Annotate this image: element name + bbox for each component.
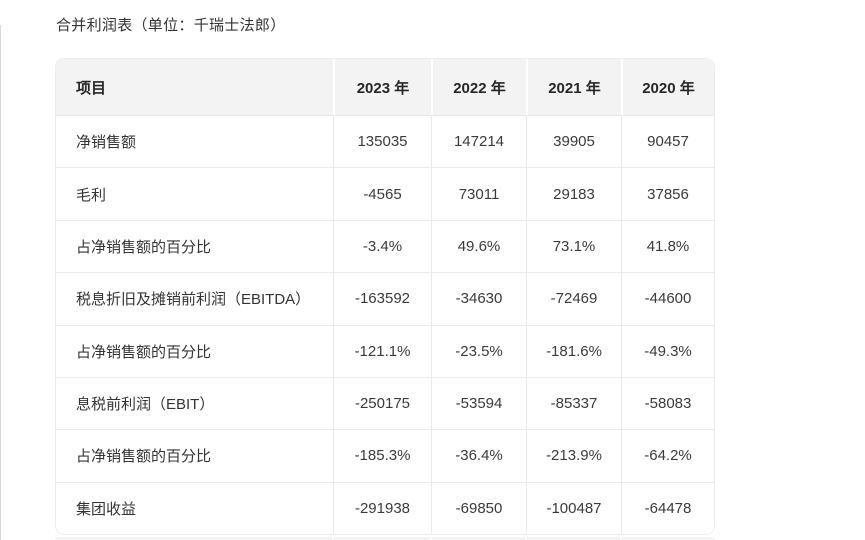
table-row: 毛利 -4565 73011 29183 37856	[56, 167, 714, 220]
sliver-segment	[525, 537, 620, 540]
cell-2023: -4565	[333, 168, 431, 220]
cell-2023: -185.3%	[333, 430, 431, 482]
cell-2022: -23.5%	[431, 325, 526, 377]
row-label: 税息折旧及摊销前利润（EBITDA）	[76, 291, 311, 309]
table-row: 占净销售额的百分比 -121.1% -23.5% -181.6% -49.3%	[56, 324, 714, 377]
cell-2020: -64478	[621, 482, 714, 534]
cell-2021: 73.1%	[526, 220, 621, 273]
cell-2022: -36.4%	[431, 430, 526, 482]
cell-2021: -85337	[526, 377, 621, 430]
table-row: 净销售额 135035 147214 39905 90457	[56, 115, 714, 168]
cell-2022: -53594	[431, 377, 526, 430]
row-label: 净销售额	[76, 134, 137, 152]
sliver-segment	[332, 537, 430, 540]
cell-2020: 90457	[621, 116, 714, 168]
row-label: 息税前利润（EBIT）	[76, 396, 215, 414]
column-header-2022: 2022 年	[431, 59, 526, 115]
cell-2022: -34630	[431, 273, 526, 325]
table-row: 占净销售额的百分比 -3.4% 49.6% 73.1% 41.8%	[56, 219, 714, 273]
row-label: 集团收益	[76, 500, 137, 518]
table-row: 息税前利润（EBIT） -250175 -53594 -85337 -58083	[56, 376, 714, 430]
cell-2021: -72469	[526, 273, 621, 325]
column-header-2021: 2021 年	[526, 59, 621, 115]
cell-2022: 73011	[431, 168, 526, 220]
row-label: 占净销售额的百分比	[76, 448, 212, 466]
cell-2022: 49.6%	[431, 220, 526, 273]
cell-2020: -64.2%	[621, 430, 714, 482]
column-header-2020: 2020 年	[621, 59, 714, 115]
income-statement-table: 项目 2023 年 2022 年 2021 年 2020 年 净销售额 1350…	[55, 58, 715, 535]
sliver-segment	[620, 537, 715, 540]
cell-2023: -121.1%	[333, 325, 431, 377]
row-label: 占净销售额的百分比	[76, 238, 212, 256]
page-left-edge-line	[0, 25, 1, 540]
cell-2021: -181.6%	[526, 325, 621, 377]
cell-2022: 147214	[431, 116, 526, 168]
cell-2023: -163592	[333, 273, 431, 325]
sliver-segment	[55, 537, 332, 540]
cell-2022: -69850	[431, 482, 526, 534]
column-header-item: 项目	[76, 79, 107, 97]
column-header-2023: 2023 年	[333, 59, 431, 115]
cell-2020: -58083	[621, 377, 714, 430]
cell-2021: 39905	[526, 116, 621, 168]
row-label: 毛利	[76, 186, 107, 204]
cell-2023: -291938	[333, 482, 431, 534]
cell-2020: -49.3%	[621, 325, 714, 377]
cell-2021: -100487	[526, 482, 621, 534]
sliver-segment	[430, 537, 525, 540]
table-row: 税息折旧及摊销前利润（EBITDA） -163592 -34630 -72469…	[56, 272, 714, 325]
cell-2023: -250175	[333, 377, 431, 430]
cell-2023: -3.4%	[333, 220, 431, 273]
cell-2020: 37856	[621, 168, 714, 220]
next-table-partial-header	[55, 537, 715, 540]
table-header-row: 项目 2023 年 2022 年 2021 年 2020 年	[56, 59, 714, 115]
table-row: 集团收益 -291938 -69850 -100487 -64478	[56, 481, 714, 534]
page-title: 合并利润表（单位：千瑞士法郎）	[56, 17, 286, 34]
cell-2023: 135035	[333, 116, 431, 168]
table-row: 占净销售额的百分比 -185.3% -36.4% -213.9% -64.2%	[56, 429, 714, 482]
table-body: 净销售额 135035 147214 39905 90457 毛利 -4565 …	[56, 115, 714, 534]
cell-2021: 29183	[526, 168, 621, 220]
cell-2021: -213.9%	[526, 430, 621, 482]
cell-2020: -44600	[621, 273, 714, 325]
cell-2020: 41.8%	[621, 220, 714, 273]
row-label: 占净销售额的百分比	[76, 343, 212, 361]
